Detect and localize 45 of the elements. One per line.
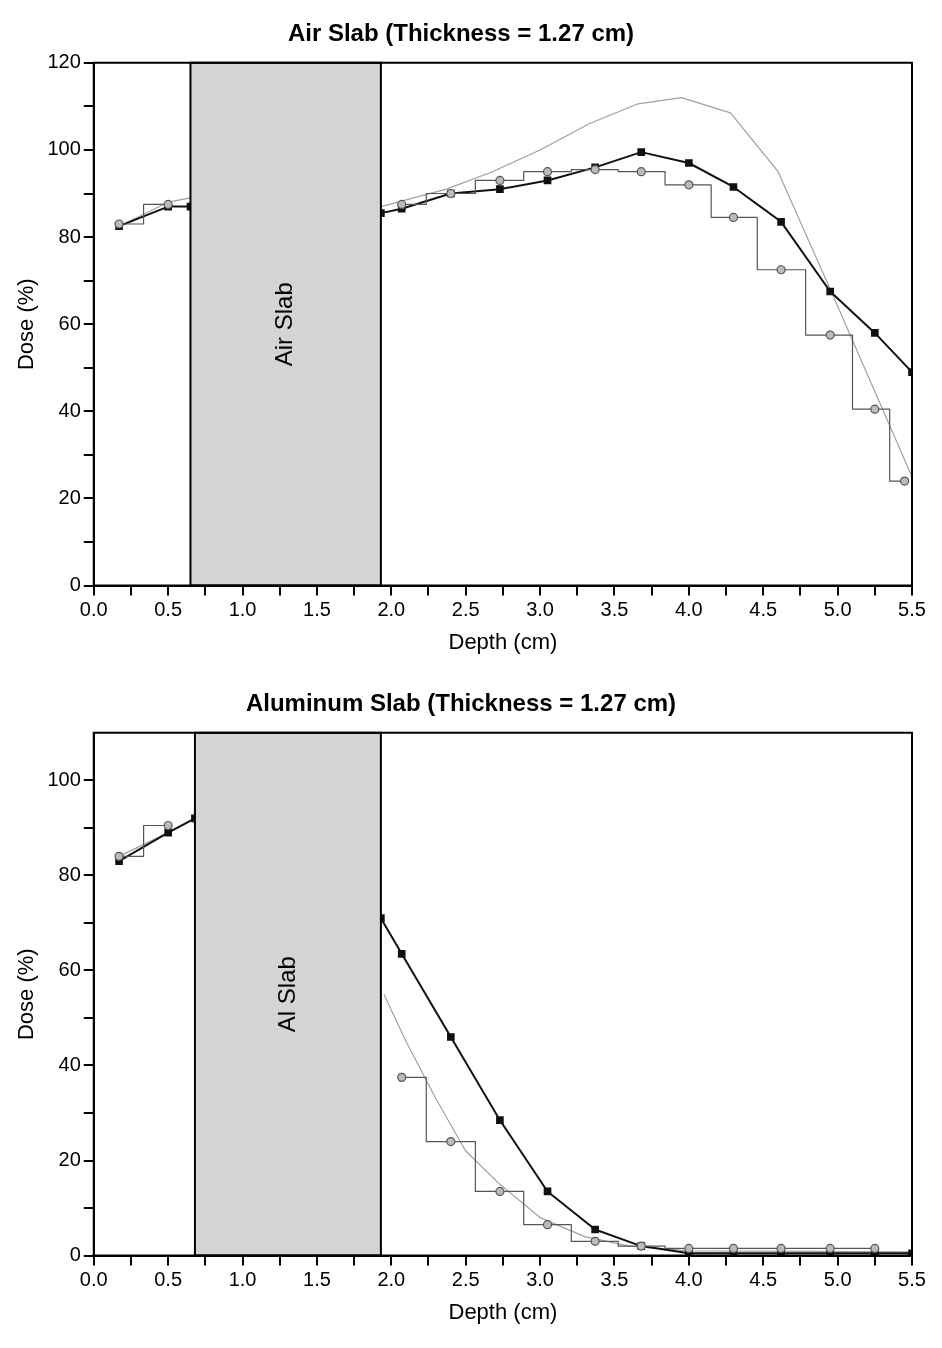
x-tick-label: 1.0 — [228, 1268, 257, 1291]
y-tick-label: 60 — [58, 957, 81, 980]
y-tick-label: 20 — [58, 485, 81, 508]
x-tick-label: 5.0 — [823, 1268, 852, 1291]
chart-title: Air Slab (Thickness = 1.27 cm) — [287, 19, 635, 47]
x-tick-label: 4.0 — [674, 598, 703, 621]
x-tick-label: 2.0 — [377, 1268, 406, 1291]
x-tick-label: 1.5 — [303, 598, 331, 621]
x-tick-label: 1.0 — [228, 598, 257, 621]
x-tick-label: 0.5 — [154, 598, 183, 621]
y-tick-label: 100 — [47, 767, 81, 790]
x-tick-label: 4.5 — [749, 598, 778, 621]
y-tick-label: 20 — [58, 1148, 81, 1171]
x-tick-label: 0.0 — [79, 1268, 108, 1291]
x-axis-title: Depth (cm) — [448, 628, 558, 654]
chart-title: Aluminum Slab (Thickness = 1.27 cm) — [245, 689, 677, 717]
x-tick-label: 3.0 — [526, 598, 554, 621]
y-tick-label: 60 — [58, 311, 81, 334]
y-tick-label: 120 — [47, 50, 81, 73]
x-tick-label: 5.0 — [823, 598, 852, 621]
x-tick-label: 2.5 — [451, 598, 480, 621]
y-axis-title: Dose (%) — [13, 948, 39, 1041]
x-tick-label: 3.0 — [526, 1268, 554, 1291]
y-tick-label: 80 — [58, 224, 81, 247]
x-tick-label: 3.5 — [600, 598, 629, 621]
x-tick-label: 5.5 — [898, 598, 926, 621]
x-tick-label: 2.0 — [377, 598, 406, 621]
y-tick-label: 0 — [69, 573, 81, 596]
x-tick-label: 4.5 — [749, 1268, 778, 1291]
y-tick-label: 40 — [58, 398, 81, 421]
y-tick-label: 40 — [58, 1053, 81, 1076]
y-tick-label: 0 — [69, 1243, 81, 1266]
x-tick-label: 2.5 — [451, 1268, 480, 1291]
x-tick-label: 0.0 — [79, 598, 108, 621]
y-tick-label: 100 — [47, 137, 81, 160]
x-tick-label: 0.5 — [154, 1268, 183, 1291]
x-tick-label: 3.5 — [600, 1268, 629, 1291]
x-tick-label: 5.5 — [898, 1268, 926, 1291]
x-tick-label: 4.0 — [674, 1268, 703, 1291]
y-tick-label: 80 — [58, 862, 81, 885]
band-label: Al Slab — [272, 956, 300, 1033]
y-axis-title: Dose (%) — [13, 278, 39, 371]
band-label: Air Slab — [270, 282, 298, 367]
x-tick-label: 1.5 — [303, 1268, 331, 1291]
x-axis-title: Depth (cm) — [448, 1298, 558, 1324]
